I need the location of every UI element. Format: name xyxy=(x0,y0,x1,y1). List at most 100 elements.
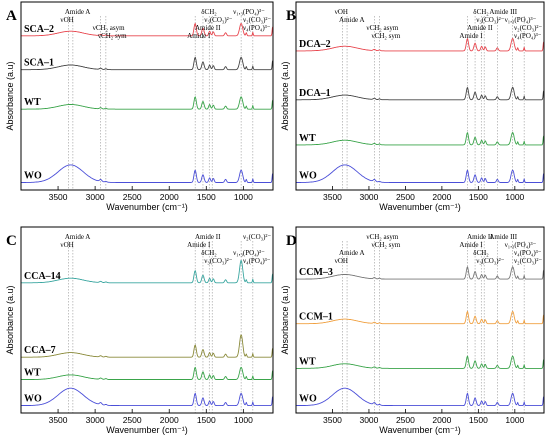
series-label: DCA–1 xyxy=(299,88,331,99)
series-line-D-1 xyxy=(296,311,545,325)
x-tick-label: 3000 xyxy=(359,415,378,425)
band-annotation: ν₁,₃(PO₄)³⁻ xyxy=(505,241,537,249)
series-line-A-1 xyxy=(21,56,274,71)
band-annotation: Amide I xyxy=(187,32,211,40)
plot-frame xyxy=(295,226,545,414)
panel-letter: D xyxy=(286,233,297,249)
plot-frame xyxy=(20,226,274,414)
plot-frame xyxy=(20,1,274,191)
series-line-B-2 xyxy=(296,132,545,146)
x-tick-label: 3500 xyxy=(323,192,342,202)
band-annotation: νOH xyxy=(335,257,348,265)
panel-letter: C xyxy=(6,233,17,249)
series-line-A-3 xyxy=(21,164,274,183)
band-annotation: ν₄(PO₄)³⁻ xyxy=(514,32,542,40)
band-annotation: Amide I xyxy=(187,241,211,249)
panel-letter: B xyxy=(286,8,296,24)
series-label: WO xyxy=(24,170,42,181)
series-label: DCA–2 xyxy=(299,39,331,50)
series-line-C-2 xyxy=(21,366,274,380)
band-annotation: ν₄(PO₄)³⁻ xyxy=(243,24,271,32)
panel-letter: A xyxy=(6,8,17,24)
y-axis-label: Absorbance (a.u) xyxy=(280,285,290,354)
series-label: WT xyxy=(24,97,41,108)
x-tick-label: 2500 xyxy=(123,415,142,425)
band-annotation: Amide III xyxy=(489,8,517,16)
x-tick-label: 2000 xyxy=(432,415,451,425)
x-tick-label: 1000 xyxy=(234,415,253,425)
x-tick-label: 2000 xyxy=(160,192,179,202)
x-tick-label: 1000 xyxy=(505,415,524,425)
band-annotation: Amide I xyxy=(459,241,483,249)
band-annotation: ν₂(CO₃)²⁻ xyxy=(243,233,272,241)
x-axis-label: Wavenumber (cm⁻¹) xyxy=(379,202,460,212)
series-label: WO xyxy=(24,394,42,405)
x-tick-label: 2000 xyxy=(432,192,451,202)
series-label: WT xyxy=(24,368,41,379)
x-tick-label: 1500 xyxy=(469,415,488,425)
series-label: CCM–3 xyxy=(299,267,333,278)
x-tick-label: 3000 xyxy=(86,192,105,202)
band-annotation: νCH₂ asym xyxy=(93,24,125,32)
x-tick-label: 1000 xyxy=(505,192,524,202)
y-axis-label: Absorbance (a.u) xyxy=(5,61,15,130)
y-axis-label: Absorbance (a.u) xyxy=(5,285,15,354)
band-annotation: δCH₂ xyxy=(201,8,217,16)
x-tick-label: 2500 xyxy=(123,192,142,202)
series-label: CCA–14 xyxy=(24,271,61,282)
band-annotation: Amide A xyxy=(339,249,364,257)
series-label: WO xyxy=(299,394,317,405)
series-line-B-0 xyxy=(296,38,545,52)
series-line-D-2 xyxy=(296,355,545,369)
band-annotation: Amide A xyxy=(65,233,90,241)
x-tick-label: 2500 xyxy=(396,415,415,425)
plot-frame xyxy=(295,1,545,191)
series-line-D-3 xyxy=(296,387,545,407)
band-annotation: ν₂(CO₃)²⁻ xyxy=(514,257,543,265)
series-line-C-0 xyxy=(21,259,274,284)
x-tick-label: 2000 xyxy=(160,415,179,425)
series-line-B-1 xyxy=(296,86,545,101)
x-tick-label: 2500 xyxy=(396,192,415,202)
series-label: SCA–2 xyxy=(24,24,54,35)
band-annotation: ν₁,₃(PO₄)³⁻ xyxy=(505,16,537,24)
x-axis-label: Wavenumber (cm⁻¹) xyxy=(106,425,187,435)
series-label: CCM–1 xyxy=(299,312,333,323)
band-annotation: Amide I xyxy=(459,32,483,40)
x-tick-label: 1500 xyxy=(469,192,488,202)
band-annotation: νCH₂ sym xyxy=(372,32,401,40)
band-annotation: δCH₂ xyxy=(473,249,489,257)
band-annotation: Amide II xyxy=(195,24,221,32)
x-tick-label: 1500 xyxy=(197,192,216,202)
band-annotation: Amide II xyxy=(467,24,493,32)
band-annotation: δCH₂ xyxy=(473,8,489,16)
band-annotation: Amide II xyxy=(467,233,493,241)
band-annotation: ν₃(CO₃)²⁻ xyxy=(476,257,505,265)
x-tick-label: 3500 xyxy=(323,415,342,425)
band-annotation: Amide A xyxy=(339,16,364,24)
x-tick-label: 3500 xyxy=(49,415,68,425)
band-annotation: Amide II xyxy=(195,233,221,241)
series-label: WT xyxy=(299,133,316,144)
series-line-C-3 xyxy=(21,387,274,407)
x-tick-label: 3000 xyxy=(86,415,105,425)
y-axis-label: Absorbance (a.u) xyxy=(280,61,290,130)
band-annotation: νOH xyxy=(60,241,73,249)
series-label: WO xyxy=(299,170,317,181)
band-annotation: νCH₂ sym xyxy=(98,32,127,40)
band-annotation: ν₄(PO₄)³⁻ xyxy=(243,257,271,265)
x-axis-label: Wavenumber (cm⁻¹) xyxy=(379,425,460,435)
series-label: WT xyxy=(299,356,316,367)
series-label: CCA–7 xyxy=(24,345,56,356)
band-annotation: ν₃(CO₃)²⁻ xyxy=(476,16,505,24)
band-annotation: δCH₂ xyxy=(201,249,217,257)
band-annotation: νCH₂ asym xyxy=(366,24,398,32)
band-annotation: νOH xyxy=(335,8,348,16)
x-tick-label: 3500 xyxy=(49,192,68,202)
band-annotation: Amide A xyxy=(65,8,90,16)
